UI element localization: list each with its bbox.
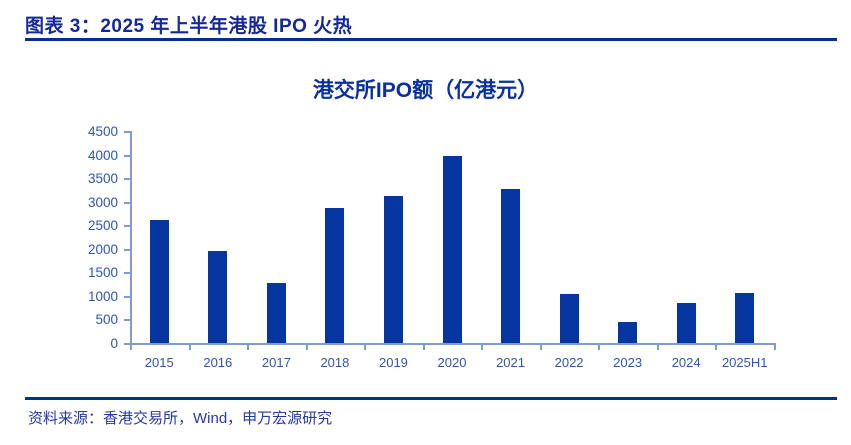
y-axis-tick bbox=[124, 201, 130, 204]
x-axis-tick bbox=[481, 343, 484, 350]
x-axis-label: 2016 bbox=[203, 355, 233, 370]
x-axis-tick bbox=[305, 343, 308, 350]
bar-2022 bbox=[559, 294, 579, 343]
y-axis-tick bbox=[124, 343, 130, 345]
x-axis-tick bbox=[598, 343, 601, 350]
bar-2017 bbox=[266, 282, 286, 343]
y-axis-label: 500 bbox=[95, 312, 118, 328]
x-axis-label: 2022 bbox=[554, 355, 584, 370]
x-axis-tick bbox=[774, 343, 776, 350]
x-axis-label: 2020 bbox=[437, 355, 467, 370]
y-axis-line bbox=[130, 131, 132, 345]
x-axis-label: 2021 bbox=[496, 355, 525, 370]
bar-2021 bbox=[501, 189, 521, 343]
x-axis-tick bbox=[364, 343, 367, 350]
x-axis-label: 2024 bbox=[671, 355, 701, 370]
y-axis-tick bbox=[124, 319, 130, 322]
y-axis-tick bbox=[124, 225, 130, 228]
y-axis-label: 4000 bbox=[87, 147, 118, 163]
figure-caption: 图表 3：2025 年上半年港股 IPO 火热 bbox=[25, 16, 353, 37]
bar-2015 bbox=[149, 220, 169, 343]
bar-2024 bbox=[676, 302, 696, 343]
x-axis-label: 2017 bbox=[261, 355, 291, 370]
bar-2023 bbox=[618, 321, 638, 343]
y-axis-tick bbox=[124, 154, 130, 157]
y-axis-label: 1000 bbox=[87, 288, 118, 304]
x-axis-tick bbox=[715, 343, 718, 350]
y-axis-tick bbox=[124, 272, 130, 275]
y-axis-tick bbox=[124, 295, 130, 298]
x-axis-label: 2019 bbox=[378, 355, 408, 370]
x-axis-label: 2015 bbox=[144, 355, 174, 370]
bar-2016 bbox=[208, 251, 228, 343]
y-axis-label: 2000 bbox=[87, 241, 118, 257]
bar-2025H1 bbox=[735, 293, 755, 343]
footer-divider bbox=[25, 397, 837, 400]
bar-2018 bbox=[325, 208, 345, 343]
x-axis-label: 2025H1 bbox=[721, 355, 768, 370]
y-axis-label: 0 bbox=[110, 336, 118, 351]
source-note: 资料来源：香港交易所，Wind，申万宏源研究 bbox=[28, 410, 333, 427]
y-axis-tick bbox=[124, 248, 130, 251]
x-axis-tick bbox=[656, 343, 659, 350]
bar-2020 bbox=[442, 155, 462, 343]
chart-title: 港交所IPO额（亿港元） bbox=[312, 79, 539, 102]
x-axis-tick bbox=[539, 343, 542, 350]
x-axis-tick bbox=[247, 343, 250, 350]
x-axis-tick bbox=[422, 343, 425, 350]
y-axis-label: 4500 bbox=[87, 124, 118, 139]
x-axis-label: 2018 bbox=[320, 355, 350, 370]
y-axis-label: 1500 bbox=[87, 265, 118, 281]
y-axis-tick bbox=[124, 178, 130, 181]
bar-2019 bbox=[383, 196, 403, 343]
x-axis-tick bbox=[130, 343, 132, 350]
y-axis-label: 3000 bbox=[87, 194, 118, 210]
x-axis-label: 2023 bbox=[613, 355, 643, 370]
header-divider bbox=[25, 38, 837, 41]
y-axis-label: 2500 bbox=[87, 218, 118, 234]
y-axis-label: 3500 bbox=[87, 171, 118, 187]
x-axis-tick bbox=[188, 343, 191, 350]
y-axis-tick bbox=[124, 131, 130, 133]
x-axis-line bbox=[130, 343, 776, 345]
